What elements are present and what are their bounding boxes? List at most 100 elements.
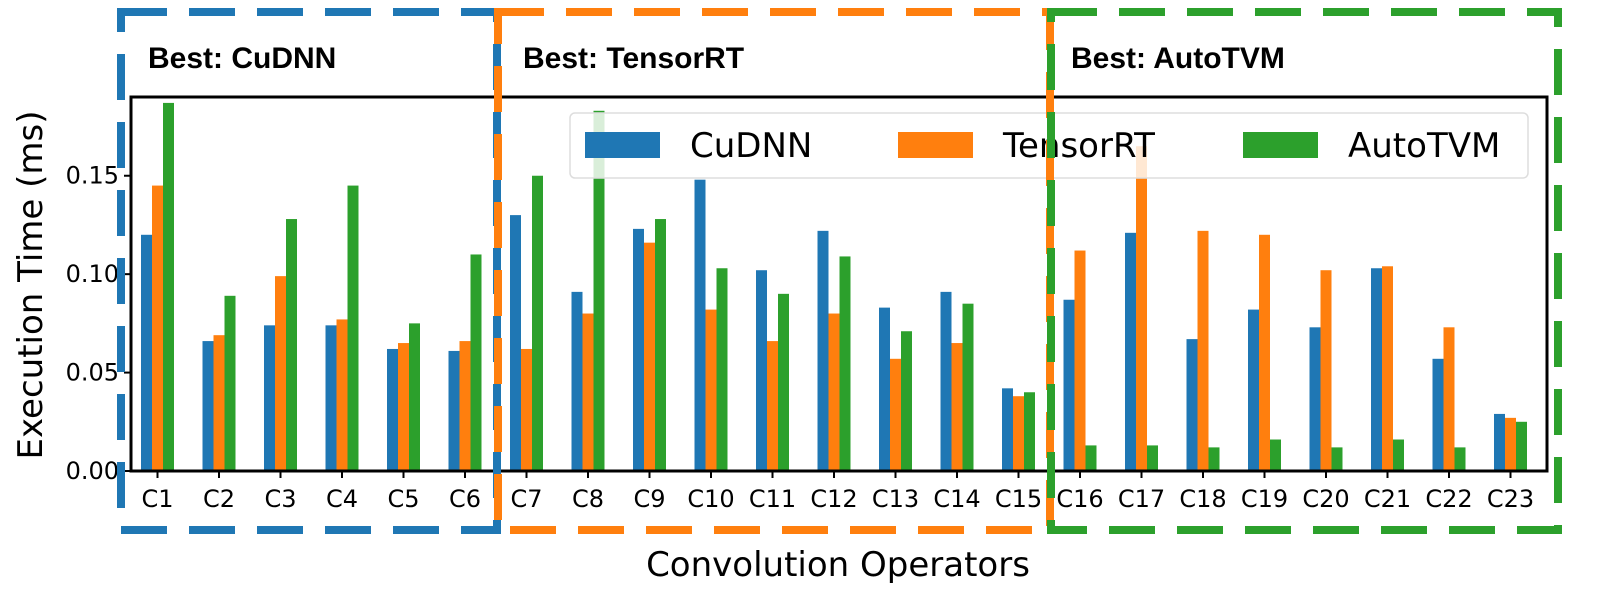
y-tick-label: 0.15 bbox=[66, 162, 119, 190]
group-box-tensorrt bbox=[494, 8, 1054, 534]
x-tick-label-c4: C4 bbox=[326, 485, 358, 513]
bar-autotvm-c23 bbox=[1516, 421, 1527, 471]
bar-cudnn-c7 bbox=[510, 215, 521, 471]
bar-tensorrt-c23 bbox=[1505, 417, 1516, 471]
bar-autotvm-c14 bbox=[962, 303, 974, 471]
bars-layer bbox=[141, 102, 1527, 472]
legend-label-autotvm: AutoTVM bbox=[1348, 126, 1500, 166]
bar-cudnn-c1 bbox=[141, 234, 152, 471]
legend-label-tensorrt: TensorRT bbox=[1002, 126, 1155, 166]
y-tick-label: 0.10 bbox=[66, 260, 119, 288]
bar-tensorrt-c4 bbox=[336, 319, 348, 471]
bar-cudnn-c8 bbox=[571, 291, 583, 471]
x-tick-label-c23: C23 bbox=[1487, 485, 1534, 513]
x-tick-label-c3: C3 bbox=[264, 485, 296, 513]
bar-cudnn-c2 bbox=[202, 341, 214, 471]
bar-cudnn-c15 bbox=[1002, 388, 1013, 471]
bar-autotvm-c20 bbox=[1331, 447, 1343, 471]
group-boxes: Best: CuDNN Best: TensorRT Best: AutoTVM bbox=[117, 8, 1562, 534]
bar-tensorrt-c14 bbox=[951, 343, 963, 471]
bar-tensorrt-c13 bbox=[890, 358, 901, 471]
bar-tensorrt-c15 bbox=[1013, 396, 1024, 471]
x-tick-label-c12: C12 bbox=[810, 485, 857, 513]
bar-tensorrt-c10 bbox=[705, 309, 717, 471]
x-tick-label-c5: C5 bbox=[387, 485, 419, 513]
group-label-tensorrt: Best: TensorRT bbox=[523, 42, 744, 75]
x-axis-title: Convolution Operators bbox=[646, 545, 1030, 585]
bar-tensorrt-c21 bbox=[1382, 266, 1393, 471]
legend-swatch-autotvm bbox=[1243, 132, 1318, 158]
bar-autotvm-c6 bbox=[470, 254, 482, 471]
bar-tensorrt-c19 bbox=[1259, 234, 1270, 471]
bar-cudnn-c18 bbox=[1186, 339, 1198, 471]
bar-autotvm-c18 bbox=[1208, 447, 1220, 471]
bar-autotvm-c15 bbox=[1024, 392, 1035, 471]
bar-tensorrt-c8 bbox=[582, 313, 594, 471]
group-box-cudnn bbox=[117, 8, 501, 534]
legend-swatch-tensorrt bbox=[898, 132, 973, 158]
bar-autotvm-c9 bbox=[655, 219, 666, 471]
x-tick-label-c11: C11 bbox=[749, 485, 796, 513]
bar-autotvm-c16 bbox=[1085, 445, 1097, 471]
group-label-autotvm: Best: AutoTVM bbox=[1071, 42, 1285, 75]
bar-autotvm-c3 bbox=[286, 219, 297, 471]
bar-cudnn-c14 bbox=[940, 291, 952, 471]
bar-cudnn-c12 bbox=[817, 230, 829, 471]
x-axis: C1 C2 C3 C4 C5 C6 C7 C8 C9 C10 C11 C12 C13 C14 C15 C16 C… bbox=[141, 471, 1534, 513]
bar-tensorrt-c2 bbox=[213, 335, 225, 471]
bar-cudnn-c3 bbox=[264, 325, 275, 471]
bar-autotvm-c4 bbox=[347, 185, 359, 471]
bar-tensorrt-c6 bbox=[459, 341, 471, 471]
bar-tensorrt-c3 bbox=[275, 276, 286, 471]
x-tick-label-c8: C8 bbox=[572, 485, 604, 513]
bar-autotvm-c19 bbox=[1270, 439, 1281, 471]
y-tick-label: 0.05 bbox=[66, 359, 119, 387]
bar-tensorrt-c12 bbox=[828, 313, 840, 471]
y-axis-title: Execution Time (ms) bbox=[11, 110, 51, 459]
bar-tensorrt-c16 bbox=[1074, 250, 1086, 471]
bar-autotvm-c10 bbox=[716, 268, 728, 471]
bar-tensorrt-c18 bbox=[1197, 230, 1209, 471]
bar-autotvm-c7 bbox=[532, 175, 543, 472]
bar-cudnn-c21 bbox=[1371, 268, 1382, 471]
plot-frame bbox=[129, 95, 1549, 473]
bar-autotvm-c2 bbox=[224, 295, 236, 471]
bar-autotvm-c12 bbox=[839, 256, 851, 471]
bar-cudnn-c4 bbox=[325, 325, 337, 471]
x-tick-label-c13: C13 bbox=[872, 485, 919, 513]
bar-tensorrt-c5 bbox=[398, 343, 409, 471]
bar-cudnn-c19 bbox=[1248, 309, 1259, 471]
bar-cudnn-c5 bbox=[387, 348, 398, 471]
bar-autotvm-c5 bbox=[409, 323, 420, 471]
x-tick-label-c21: C21 bbox=[1364, 485, 1411, 513]
bar-cudnn-c9 bbox=[633, 228, 644, 471]
x-tick-label-c17: C17 bbox=[1118, 485, 1165, 513]
bar-cudnn-c13 bbox=[879, 307, 890, 471]
x-tick-label-c19: C19 bbox=[1241, 485, 1288, 513]
bar-tensorrt-c17 bbox=[1136, 146, 1147, 471]
x-tick-label-c20: C20 bbox=[1302, 485, 1349, 513]
x-tick-label-c6: C6 bbox=[449, 485, 481, 513]
legend-label-cudnn: CuDNN bbox=[690, 126, 812, 166]
bar-cudnn-c11 bbox=[756, 270, 767, 471]
x-tick-label-c7: C7 bbox=[510, 485, 542, 513]
bar-cudnn-c10 bbox=[694, 179, 706, 472]
x-tick-label-c15: C15 bbox=[995, 485, 1042, 513]
bar-cudnn-c20 bbox=[1309, 327, 1321, 471]
bar-cudnn-c22 bbox=[1432, 358, 1444, 471]
x-tick-label-c16: C16 bbox=[1056, 485, 1103, 513]
bar-autotvm-c13 bbox=[901, 331, 912, 471]
y-axis: 0.00 0.05 0.10 0.15 bbox=[66, 162, 131, 485]
group-box-autotvm bbox=[1047, 8, 1562, 534]
bar-cudnn-c16 bbox=[1063, 299, 1075, 471]
x-tick-label-c22: C22 bbox=[1425, 485, 1472, 513]
y-tick-label: 0.00 bbox=[66, 457, 119, 485]
bar-tensorrt-c22 bbox=[1443, 327, 1455, 471]
bar-autotvm-c22 bbox=[1454, 447, 1466, 471]
x-tick-label-c1: C1 bbox=[141, 485, 173, 513]
bar-autotvm-c8 bbox=[593, 110, 605, 471]
bar-autotvm-c17 bbox=[1147, 445, 1158, 471]
x-tick-label-c2: C2 bbox=[203, 485, 235, 513]
bar-cudnn-c6 bbox=[448, 350, 460, 471]
